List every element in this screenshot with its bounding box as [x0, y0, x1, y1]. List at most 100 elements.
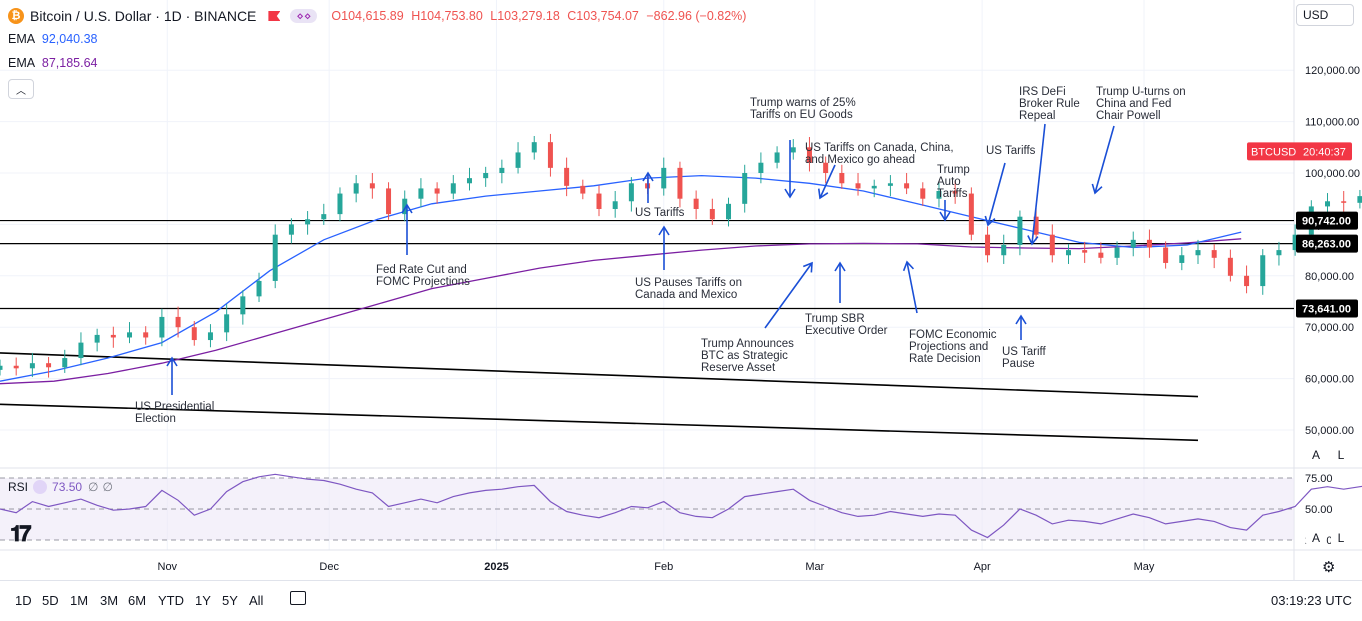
annotation-arrowhead: [784, 188, 796, 199]
annotation-text: Trump Announces: [701, 338, 794, 350]
candle-body: [1082, 250, 1088, 253]
annotation-arrowhead: [984, 215, 996, 227]
timeframe-button-3m[interactable]: 3M: [100, 593, 119, 608]
date-range-icon[interactable]: [290, 591, 306, 605]
trendline: [0, 352, 1199, 398]
candle-body: [1065, 250, 1071, 256]
candle-body: [726, 203, 732, 220]
rsi-log-scale-label: L: [1337, 531, 1345, 545]
candle-body: [386, 188, 392, 215]
indicator-icon[interactable]: ⋄⋄: [290, 9, 318, 23]
annotation-text: Trump: [937, 164, 970, 176]
timeframe-button-5y[interactable]: 5Y: [222, 593, 238, 608]
candle-body: [693, 198, 699, 209]
ema-slow-line: [0, 238, 1242, 385]
timeframe-button-1d[interactable]: 1D: [15, 593, 32, 608]
auto-scale-label: A: [1311, 448, 1320, 462]
candle-body: [0, 365, 3, 370]
annotation-text: BTC as Strategic: [701, 350, 788, 362]
annotation-arrowhead: [802, 261, 813, 273]
annotation-text: Trump U-turns on: [1096, 86, 1186, 98]
candle-body: [628, 183, 634, 202]
flag-icon[interactable]: [268, 11, 281, 21]
annotation-arrowhead: [939, 211, 951, 222]
log-scale-button[interactable]: L: [1331, 446, 1351, 464]
candle-body: [806, 147, 812, 163]
candle-body: [127, 332, 133, 338]
annotation-arrowhead: [401, 203, 413, 214]
candle-body: [887, 183, 893, 186]
annotation-text: US Tariffs on Canada, China,: [805, 142, 954, 154]
candle-body: [369, 183, 375, 189]
candle-body: [224, 314, 230, 333]
ema2-legend[interactable]: EMA 87,185.64: [8, 56, 98, 70]
last-price-tag: [1247, 142, 1352, 161]
candles: [0, 133, 1362, 378]
rsi-tick-label: 75.00: [1305, 473, 1333, 485]
candle-body: [1017, 216, 1023, 245]
candle-body: [1163, 247, 1169, 263]
toolbar-divider: [0, 580, 1362, 581]
candle-body: [110, 334, 116, 338]
annotation-arrowhead: [1015, 314, 1027, 325]
price-axis: 120,000.00110,000.00100,000.0090,000.008…: [1247, 65, 1360, 437]
candle-body: [1195, 250, 1201, 256]
price-tick-label: 50,000.00: [1305, 425, 1354, 437]
candle-body: [1033, 216, 1039, 235]
annotation-arrowhead: [902, 260, 915, 272]
candle-body: [418, 188, 424, 199]
collapse-legend-button[interactable]: ︿: [8, 79, 34, 99]
candle-body: [94, 334, 100, 343]
annotation-text: Auto: [937, 176, 961, 188]
candle-body: [968, 193, 974, 235]
candle-body: [985, 234, 991, 256]
timeframe-button-ytd[interactable]: YTD: [158, 593, 184, 608]
rsi-auto-scale-button[interactable]: A: [1306, 529, 1326, 547]
level-tag: [1296, 299, 1358, 318]
rsi-log-scale-button[interactable]: L: [1331, 529, 1351, 547]
timeframe-button-all[interactable]: All: [249, 593, 264, 608]
timeframe-button-6m[interactable]: 6M: [128, 593, 147, 608]
candle-body: [78, 342, 84, 359]
rsi-legend[interactable]: RSI 73.50 ∅ ∅: [8, 480, 113, 494]
level-tag-label: 73,641.00: [1302, 303, 1351, 315]
annotation-text: China and Fed: [1096, 98, 1171, 110]
legend-main: ₿ Bitcoin / U.S. Dollar · 1D · BINANCE ⋄…: [8, 8, 750, 24]
candle-body: [1146, 239, 1152, 248]
candle-body: [272, 234, 278, 281]
ohlc-close: C103,754.07: [567, 9, 639, 23]
ema1-legend[interactable]: EMA 92,040.38: [8, 32, 98, 46]
timeframe-button-1m[interactable]: 1M: [70, 593, 89, 608]
level-tag: [1296, 211, 1358, 230]
symbol-title[interactable]: Bitcoin / U.S. Dollar · 1D · BINANCE: [30, 8, 257, 24]
chevron-up-icon: ︿: [16, 85, 26, 97]
currency-select[interactable]: USD: [1296, 4, 1354, 26]
ema1-value: 92,040.38: [41, 32, 98, 46]
trendlines: [0, 352, 1199, 442]
rsi-label: RSI: [8, 480, 29, 494]
auto-scale-button[interactable]: A: [1306, 446, 1326, 464]
price-tick-label: 120,000.00: [1305, 65, 1360, 77]
ema-lines: [0, 174, 1242, 385]
candle-body: [499, 167, 505, 173]
timeframe-button-5d[interactable]: 5D: [42, 593, 59, 608]
annotation-arrowhead: [834, 261, 846, 272]
annotation-text: US Tariff: [1002, 346, 1046, 358]
annotation-text: Trump warns of 25%: [750, 97, 856, 109]
timeframe-button-1y[interactable]: 1Y: [195, 593, 211, 608]
candle-body: [612, 201, 618, 209]
candle-body: [596, 193, 602, 209]
candle-body: [839, 173, 845, 184]
candle-body: [855, 183, 861, 189]
last-price-countdown: 20:40:37: [1303, 146, 1346, 158]
gear-icon[interactable]: ⚙: [1322, 559, 1336, 576]
utc-clock[interactable]: 03:19:23 UTC: [1271, 593, 1352, 608]
annotation-arrow: [906, 261, 918, 314]
candle-body: [1001, 244, 1007, 256]
time-tick-label: Feb: [654, 561, 673, 573]
candle-body: [256, 280, 262, 297]
